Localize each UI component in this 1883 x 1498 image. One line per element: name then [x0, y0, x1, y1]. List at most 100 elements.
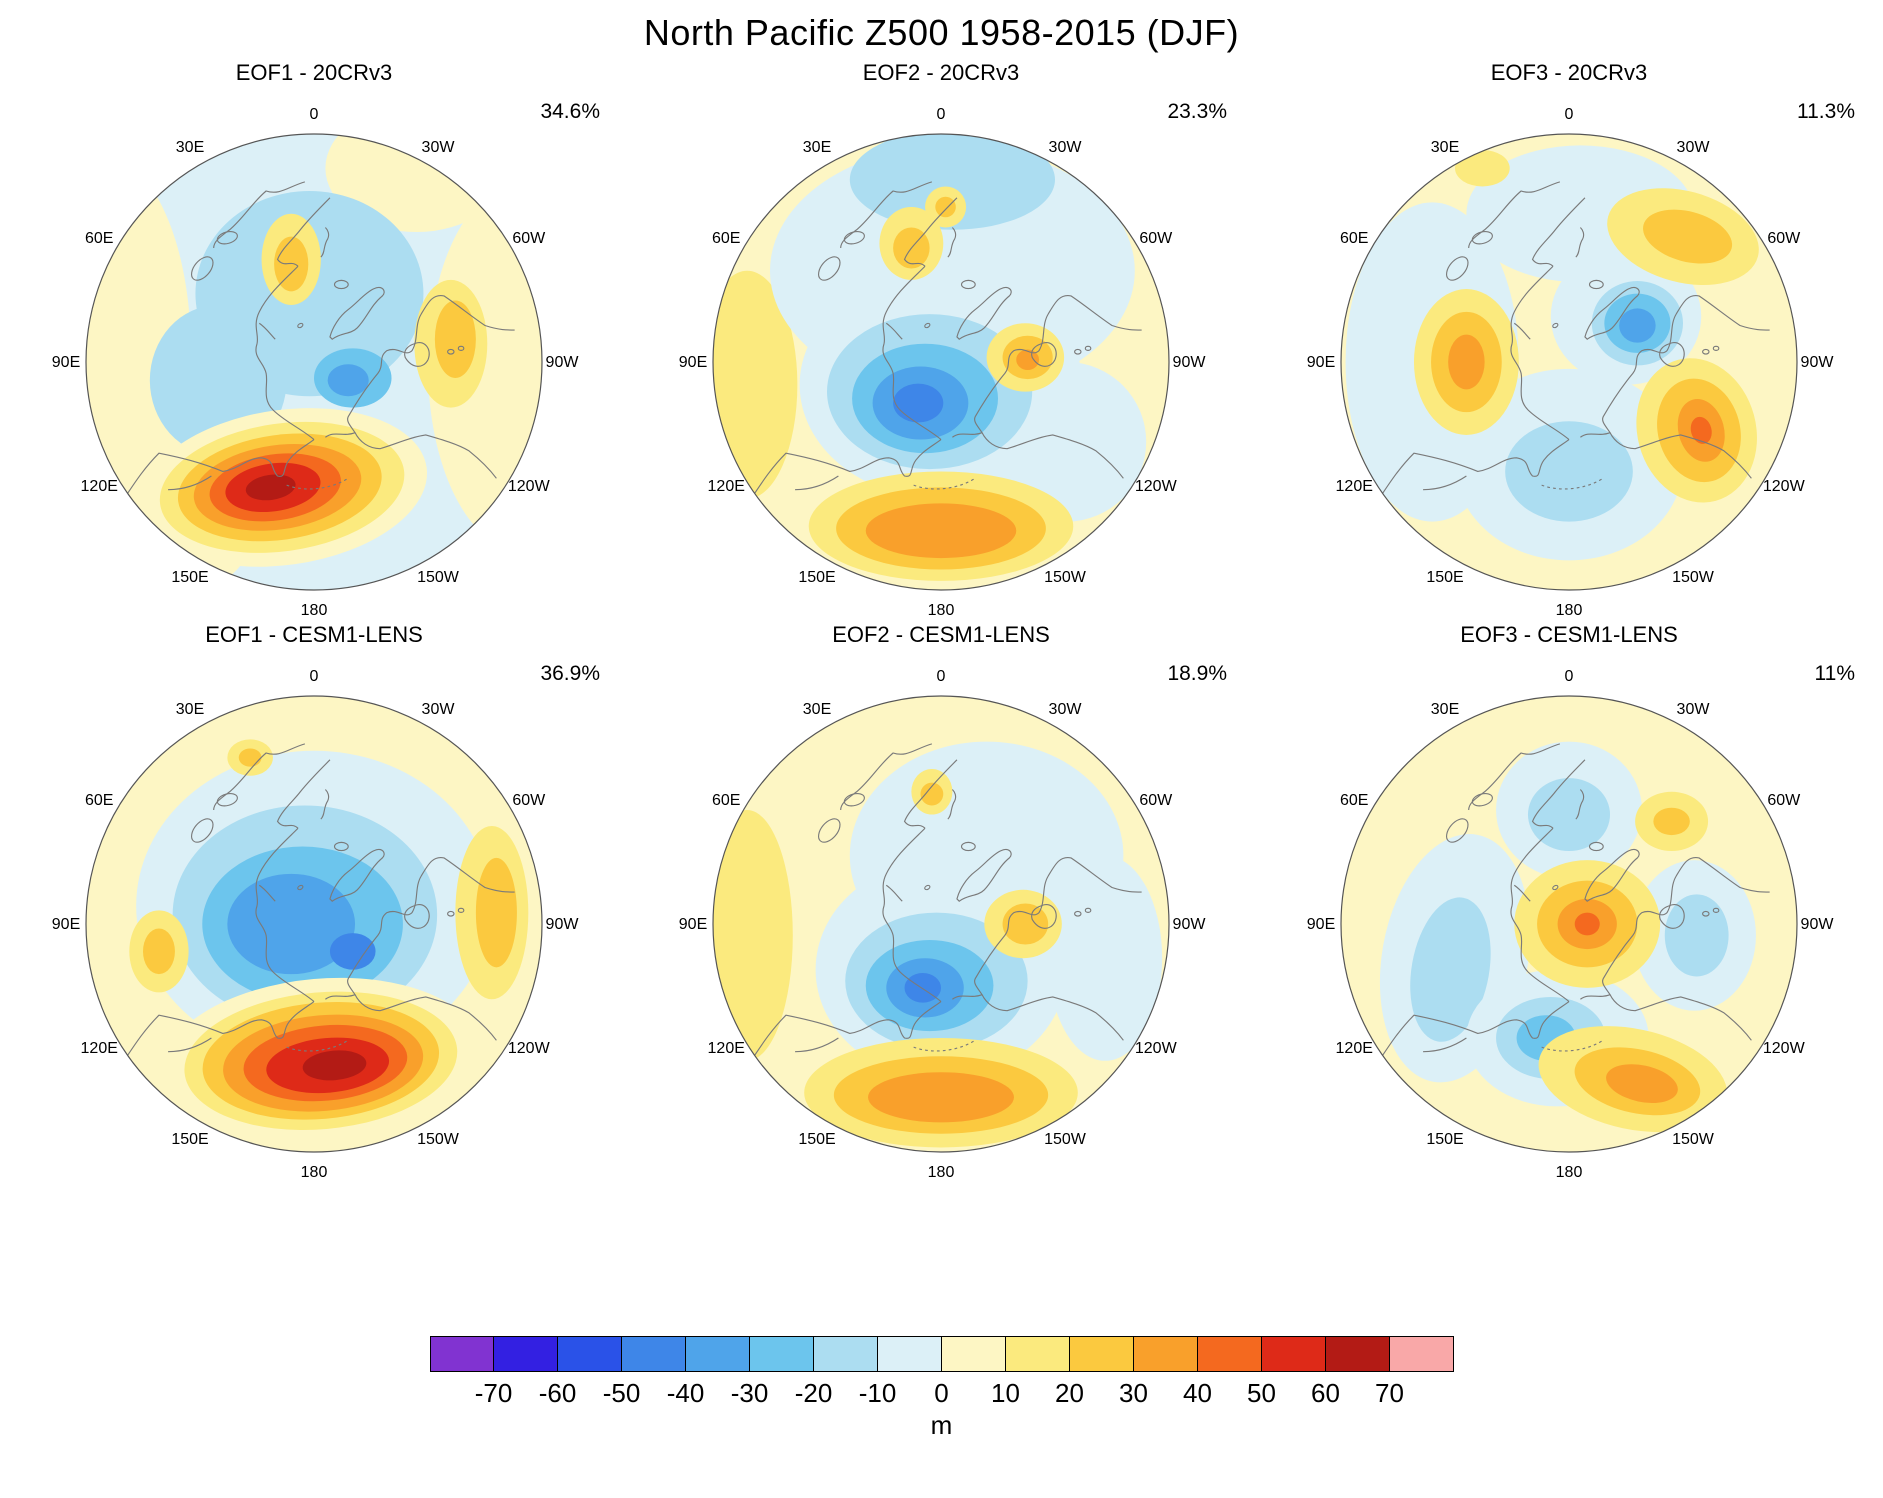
colorbar-cell [430, 1337, 494, 1371]
anomaly-blob [1574, 912, 1600, 936]
lon-label: 90E [1307, 354, 1335, 371]
lon-label: 60E [712, 792, 740, 809]
colorbar-tick-label: 0 [934, 1378, 949, 1408]
coastline [1514, 884, 1531, 902]
coastline [952, 431, 1125, 479]
colorbar-unit-label: m [930, 1410, 953, 1440]
colorbar-tick-label: -40 [666, 1378, 705, 1408]
lon-label: 60W [512, 230, 546, 247]
coastline [795, 475, 840, 491]
coastline [346, 856, 515, 995]
coastline [956, 286, 1013, 340]
coastline [1074, 910, 1083, 917]
colorbar-tick-label: -70 [474, 1378, 513, 1408]
colorbar-tick-label: -60 [538, 1378, 577, 1408]
lon-label: 120E [708, 1040, 745, 1057]
coastline [167, 475, 212, 491]
coastline [329, 848, 385, 902]
coastline [276, 197, 331, 267]
lon-label: 30W [1049, 139, 1083, 156]
map-outline [712, 133, 1171, 591]
anomaly-blob [1606, 1064, 1679, 1103]
anomaly-blob [1003, 903, 1049, 945]
lon-label: 120E [80, 1040, 117, 1057]
lon-label: 30E [176, 139, 204, 156]
map-outline [85, 133, 543, 591]
anomaly-blob [1619, 308, 1656, 343]
anomaly-blob [868, 1072, 1015, 1123]
coastline [1446, 818, 1469, 843]
anomaly-blob [329, 933, 376, 970]
anomaly-blob [85, 156, 191, 545]
coastline [457, 345, 465, 351]
coastline [1602, 294, 1770, 433]
figure-title: North Pacific Z500 1958-2015 (DJF) [643, 12, 1240, 53]
coastline [258, 884, 276, 902]
coastline [974, 856, 1143, 995]
coastline [754, 1001, 942, 1057]
coastline [1580, 993, 1753, 1041]
coastline [333, 279, 349, 290]
lon-label: 90E [52, 354, 80, 371]
lon-label: 120W [508, 478, 551, 495]
colorbar-cell [1004, 1337, 1069, 1371]
lon-label: 90W [1173, 354, 1207, 371]
lon-label: 0 [309, 106, 318, 123]
coastline [1074, 348, 1083, 355]
anomaly-blob [302, 1050, 367, 1081]
colorbar-cell [493, 1337, 558, 1371]
lon-label: 150E [1426, 569, 1463, 586]
coastline [1510, 827, 1570, 1002]
coastline [947, 789, 957, 820]
lon-label: 180 [928, 1164, 955, 1178]
coastline [886, 322, 904, 340]
lon-label: 90E [1307, 916, 1335, 933]
coastline [956, 848, 1013, 902]
colorbar-tick-label: 60 [1311, 1378, 1340, 1408]
colorbar-tick-label: 20 [1055, 1378, 1084, 1408]
coastline [1468, 743, 1561, 811]
coastline [961, 841, 977, 852]
anomaly-blob [1690, 416, 1712, 444]
colorbar-cell [1260, 1337, 1325, 1371]
map-area [85, 696, 542, 1152]
colorbar-tick-label: -30 [730, 1378, 769, 1408]
lon-label: 30E [1431, 701, 1459, 718]
lon-label: 150W [1672, 1131, 1715, 1148]
variance-label: 36.9% [540, 662, 600, 685]
lon-label: 0 [1565, 668, 1574, 685]
coastline [1031, 904, 1058, 929]
coastline [952, 993, 1125, 1041]
colorbar-tick-label: -20 [794, 1378, 833, 1408]
coastline [818, 256, 842, 281]
lon-label: 150W [1045, 569, 1088, 586]
colorbar-cell [1196, 1337, 1261, 1371]
panel-title: EOF1 - 20CRv3 [236, 60, 393, 85]
coastline [1712, 907, 1720, 913]
lon-label: 90E [679, 354, 707, 371]
colorbar-ticks: -70 -60 -50 -40 -30 -20 -10 0 10 20 30 40 50 60 70 [430, 1372, 1454, 1410]
colorbar-tick-label: -10 [858, 1378, 897, 1408]
lon-label: 180 [300, 1164, 327, 1178]
coastline [1532, 197, 1586, 267]
anomaly-blob [893, 383, 944, 423]
variance-label: 11% [1815, 662, 1855, 685]
anomaly-blob [245, 474, 296, 501]
coastline [924, 322, 931, 329]
colorbar-tick-label: 30 [1119, 1378, 1148, 1408]
panel-title: EOF3 - 20CRv3 [1491, 60, 1648, 85]
lon-label: 90W [545, 916, 579, 933]
variance-label: 23.3% [1168, 100, 1228, 123]
colorbar-cell [813, 1337, 878, 1371]
coastline [320, 789, 330, 820]
lon-label: 150W [417, 569, 460, 586]
panel-title: EOF3 - CESM1-LENS [1460, 622, 1678, 647]
coastline [190, 818, 214, 843]
anomaly-blob [475, 857, 517, 968]
coastline [904, 197, 958, 267]
coastline [126, 439, 315, 495]
coastline [1532, 759, 1586, 829]
coastline [320, 227, 330, 258]
colorbar-cell [749, 1337, 814, 1371]
panel-eof3-20crv3: EOF3 - 20CRv3 11.3% 0 30E 60E 90E 120E 150E 180 1… [1307, 60, 1855, 616]
